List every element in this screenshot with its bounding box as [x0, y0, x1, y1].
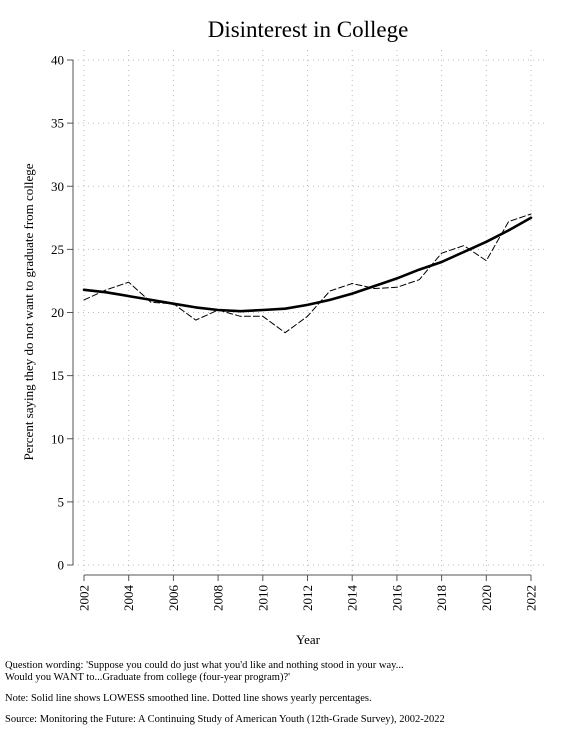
x-tick-label: 2006: [166, 585, 181, 612]
y-tick-label: 25: [51, 242, 64, 257]
question-line-2: Would you WANT to...Graduate from colleg…: [5, 672, 291, 683]
question-line-1: Question wording: 'Suppose you could do …: [5, 660, 404, 671]
y-axis-label: Percent saying they do not want to gradu…: [21, 163, 36, 460]
y-tick-label: 40: [51, 53, 64, 68]
x-tick-label: 2014: [345, 585, 360, 612]
axes: 0 5 10 15 20 25 30 35 40 2002 2004 2006 2008 2010 2012…: [51, 53, 539, 612]
y-tick-label: 30: [51, 179, 64, 194]
source-note: Source: Monitoring the Future: A Continu…: [5, 714, 445, 725]
x-axis-label: Year: [296, 632, 321, 647]
x-tick-label: 2002: [77, 585, 92, 611]
x-tick-label: 2004: [121, 585, 136, 612]
chart-title: Disinterest in College: [208, 17, 409, 42]
y-tick-label: 0: [58, 558, 65, 573]
y-tick-label: 15: [51, 368, 64, 383]
x-tick-label: 2020: [479, 585, 494, 611]
method-note: Note: Solid line shows LOWESS smoothed l…: [5, 693, 372, 704]
series-group: [82, 213, 533, 334]
grid: [73, 50, 545, 575]
y-tick-label: 10: [51, 431, 64, 446]
y-tick-label: 20: [51, 305, 64, 320]
x-tick-label: 2012: [300, 585, 315, 611]
lowess-smoothed-line: [82, 216, 533, 313]
line-chart: Disinterest in College 0 5 10 15 20 25 30 35 40 2…: [21, 17, 545, 647]
x-tick-label: 2016: [389, 585, 404, 612]
yearly-percentage-line: [83, 213, 532, 334]
chart-notes: Question wording: 'Suppose you could do …: [5, 660, 557, 735]
y-tick-label: 35: [51, 116, 64, 131]
question-wording: Question wording: 'Suppose you could do …: [5, 660, 557, 684]
x-tick-label: 2022: [524, 585, 539, 611]
x-tick-label: 2018: [434, 585, 449, 611]
y-tick-label: 5: [58, 494, 65, 509]
x-tick-label: 2010: [255, 585, 270, 611]
x-tick-label: 2008: [211, 585, 226, 611]
